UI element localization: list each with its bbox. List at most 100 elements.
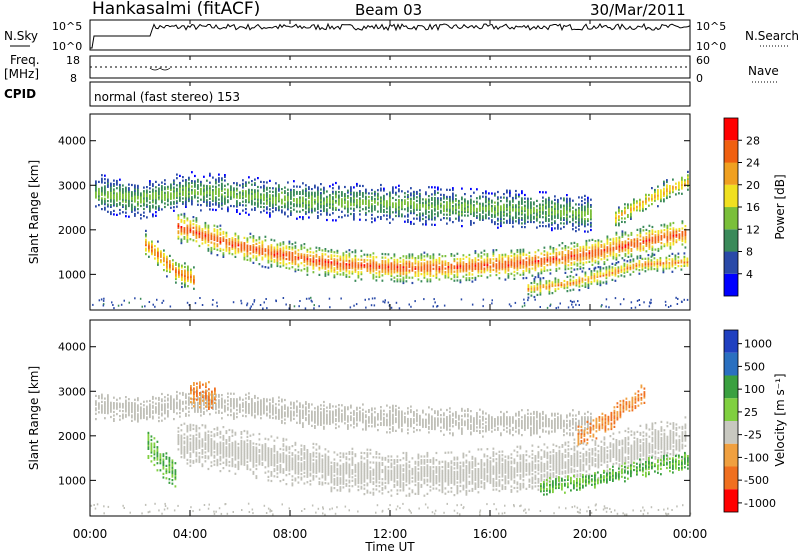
- range-gate-cell: [299, 185, 301, 188]
- range-gate-cell: [627, 205, 629, 208]
- range-gate-cell: [433, 298, 435, 301]
- range-gate-cell: [591, 238, 594, 241]
- range-gate-cell: [590, 221, 592, 224]
- range-gate-cell: [327, 269, 330, 272]
- range-gate-cell: [392, 191, 394, 194]
- range-gate-cell: [107, 178, 109, 181]
- range-gate-cell: [464, 193, 466, 196]
- range-gate-cell: [305, 200, 307, 203]
- range-gate-cell: [327, 250, 330, 253]
- range-gate-cell: [672, 178, 674, 181]
- range-gate-cell: [533, 221, 535, 224]
- range-gate-cell: [456, 268, 459, 271]
- range-gate-cell: [155, 211, 157, 214]
- range-gate-cell: [621, 220, 623, 223]
- range-gate-cell: [191, 196, 193, 199]
- range-gate-cell: [513, 270, 516, 273]
- range-gate-cell: [184, 269, 186, 272]
- range-gate-cell: [513, 263, 516, 266]
- range-gate-cell: [579, 265, 582, 268]
- range-gate-cell: [98, 196, 100, 200]
- range-gate-cell: [134, 187, 136, 191]
- range-gate-cell: [393, 280, 396, 283]
- range-gate-cell: [683, 263, 686, 266]
- range-gate-cell: [362, 199, 364, 202]
- range-gate-cell: [216, 448, 219, 451]
- range-gate-cell: [369, 268, 372, 271]
- range-gate-cell: [639, 200, 641, 203]
- range-gate-cell: [245, 211, 247, 214]
- range-gate-cell: [431, 216, 433, 219]
- range-gate-cell: [198, 439, 201, 442]
- range-gate-cell: [494, 214, 496, 217]
- range-gate-cell: [344, 205, 346, 208]
- range-gate-cell: [618, 254, 621, 257]
- range-gate-cell: [252, 465, 255, 468]
- range-gate-cell: [687, 183, 689, 186]
- range-gate-cell: [513, 260, 516, 263]
- range-gate-cell: [234, 232, 237, 235]
- range-gate-cell: [207, 224, 210, 227]
- range-gate-cell: [449, 203, 451, 206]
- range-gate-cell: [654, 190, 656, 193]
- range-gate-cell: [200, 184, 202, 187]
- range-gate-cell: [674, 259, 677, 262]
- range-gate-cell: [351, 259, 354, 263]
- range-gate-cell: [328, 297, 331, 300]
- range-gate-cell: [177, 426, 180, 430]
- range-gate-cell: [243, 429, 246, 433]
- range-gate-cell: [396, 265, 399, 269]
- range-gate-cell: [303, 259, 306, 262]
- range-gate-cell: [530, 289, 533, 292]
- range-gate-cell: [276, 263, 279, 266]
- range-gate-cell: [452, 212, 454, 215]
- range-gate-cell: [566, 218, 568, 222]
- range-gate-cell: [312, 265, 315, 268]
- range-gate-cell: [539, 291, 542, 294]
- range-gate-cell: [107, 205, 109, 208]
- range-gate-cell: [308, 193, 310, 196]
- range-gate-cell: [371, 221, 373, 224]
- range-gate-cell: [375, 272, 378, 275]
- range-gate-cell: [527, 210, 529, 213]
- range-gate-cell: [675, 233, 678, 237]
- range-gate-cell: [672, 185, 674, 188]
- range-gate-cell: [411, 269, 414, 272]
- range-gate-cell: [647, 262, 650, 266]
- range-gate-cell: [666, 230, 669, 233]
- range-gate-cell: [210, 236, 213, 239]
- range-gate-cell: [212, 299, 214, 301]
- range-gate-cell: [596, 272, 599, 275]
- range-gate-cell: [576, 264, 579, 267]
- range-gate-cell: [305, 194, 307, 197]
- range-gate-cell: [482, 298, 485, 301]
- range-gate-cell: [191, 199, 193, 202]
- range-gate-cell: [566, 213, 568, 216]
- range-gate-cell: [393, 258, 396, 261]
- range-gate-cell: [536, 293, 539, 296]
- range-gate-cell: [189, 438, 192, 441]
- range-gate-cell: [116, 179, 118, 183]
- range-gate-cell: [371, 188, 373, 192]
- range-gate-cell: [572, 210, 574, 213]
- range-gate-cell: [192, 445, 195, 448]
- range-gate-cell: [318, 305, 320, 308]
- range-gate-cell: [518, 206, 520, 209]
- range-gate-cell: [300, 247, 303, 251]
- range-gate-cell: [234, 238, 237, 241]
- range-gate-cell: [218, 202, 220, 205]
- range-gate-cell: [176, 184, 178, 187]
- range-gate-cell: [585, 239, 588, 243]
- range-gate-cell: [166, 269, 168, 273]
- range-gate-cell: [410, 206, 412, 209]
- range-gate-cell: [210, 454, 213, 457]
- range-gate-cell: [275, 189, 277, 192]
- range-gate-cell: [587, 283, 590, 286]
- range-gate-cell: [645, 250, 648, 253]
- range-gate-cell: [131, 198, 133, 201]
- range-gate-cell: [651, 236, 654, 239]
- range-gate-cell: [210, 445, 213, 448]
- range-gate-cell: [578, 276, 581, 279]
- range-gate-cell: [369, 259, 372, 262]
- range-gate-cell: [438, 269, 441, 272]
